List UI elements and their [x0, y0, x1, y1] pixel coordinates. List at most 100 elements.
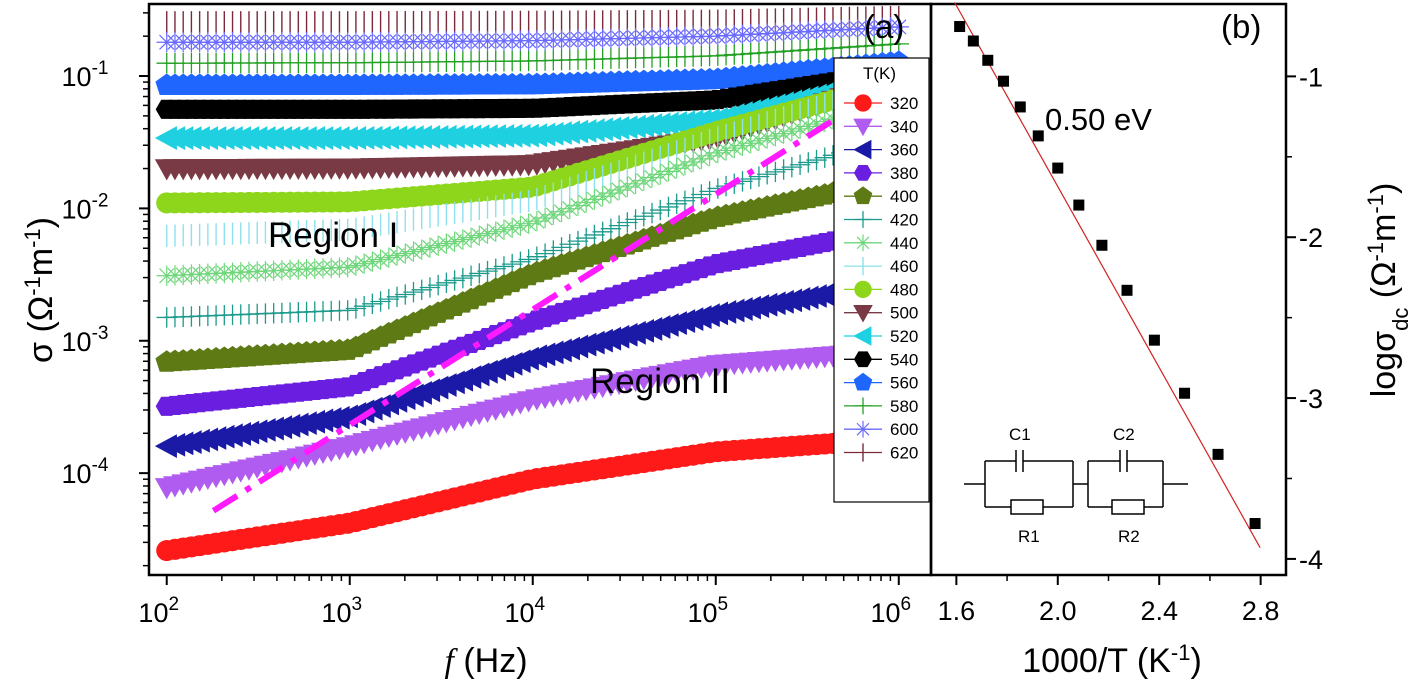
data-point	[469, 263, 490, 284]
legend-item: 320	[844, 94, 918, 113]
data-point	[353, 295, 375, 317]
data-point	[469, 225, 490, 246]
legend-label: 560	[890, 374, 918, 393]
y-tick-label: 10-2	[62, 190, 109, 224]
data-point	[452, 267, 474, 289]
legend-marker	[854, 234, 872, 252]
data-point	[436, 233, 457, 254]
y-tick-label: -4	[1299, 545, 1323, 575]
data-point	[998, 75, 1010, 87]
data-point	[748, 130, 770, 152]
legend-label: 600	[890, 420, 918, 439]
data-point	[781, 120, 803, 142]
data-point	[386, 286, 408, 308]
data-point	[444, 270, 465, 291]
legend-item: 340	[844, 117, 918, 136]
data-point	[789, 118, 811, 139]
legend-item: 400	[844, 186, 918, 206]
data-point	[773, 159, 794, 180]
data-point	[543, 204, 564, 226]
x-tick-label: 104	[504, 594, 545, 628]
data-point	[419, 277, 441, 298]
legend-label: 500	[890, 304, 918, 323]
data-point	[1073, 199, 1085, 211]
legend-item: 600	[844, 420, 918, 439]
y-tick-label: -2	[1299, 223, 1323, 253]
data-point	[1014, 101, 1026, 113]
series-320	[156, 428, 910, 562]
x-tick-label: 2.0	[1039, 596, 1077, 626]
data-point	[567, 195, 589, 216]
data-point	[732, 135, 753, 156]
panel-b-points	[954, 21, 1261, 530]
data-point	[600, 218, 622, 239]
legend-item: 420	[844, 211, 918, 230]
data-point	[666, 193, 687, 215]
legend-label: 440	[890, 234, 918, 253]
data-point	[756, 128, 778, 149]
data-point	[691, 148, 712, 170]
data-point	[403, 281, 424, 303]
data-point	[748, 166, 770, 187]
data-point	[567, 230, 589, 252]
data-point	[707, 142, 729, 164]
data-point	[353, 253, 375, 274]
data-point	[608, 215, 630, 236]
circuit-label-c2: C2	[1113, 425, 1135, 444]
legend-item: 480	[844, 280, 918, 299]
legend-item: 500	[844, 304, 918, 323]
panel-a: 102 103 104 105 106 10-4 10-3 10-2 10-1 T(K) 320…	[20, 2, 933, 680]
panel-a-fit-line	[211, 76, 901, 514]
data-point	[641, 202, 663, 224]
legend-item: 360	[844, 139, 918, 160]
data-point	[592, 221, 613, 243]
x-tick-label: 2.4	[1140, 596, 1178, 626]
legend-item: 580	[844, 397, 918, 416]
activation-energy-label: 0.50 eV	[1045, 102, 1152, 137]
panel-b-ticks: 1.6 2.0 2.4 2.8 -1 -2 -3 -4	[938, 62, 1323, 626]
data-point	[427, 274, 449, 296]
data-point	[345, 298, 367, 319]
circuit-label-c1: C1	[1009, 425, 1031, 444]
y-tick-label: -3	[1299, 384, 1323, 414]
legend-marker	[854, 397, 872, 415]
legend-item: 540	[844, 350, 918, 369]
panel-a-y-axis-title: σ (Ω-1m-1)	[20, 217, 61, 363]
x-tick-label: 102	[138, 594, 179, 628]
series-580	[156, 33, 909, 74]
legend-item: 560	[844, 372, 918, 393]
legend-item: 380	[844, 164, 918, 183]
data-point	[773, 123, 794, 144]
data-point	[674, 190, 696, 211]
data-point	[345, 255, 367, 276]
legend-item: 520	[844, 326, 918, 346]
data-point	[477, 223, 498, 244]
data-point	[1121, 284, 1133, 296]
data-point	[403, 241, 424, 262]
legend-label: 320	[890, 94, 918, 113]
panel-a-legend: T(K) 320 340 360 380 400 420 440 460 480 500 520 54…	[833, 57, 930, 503]
x-tick-label: 105	[687, 594, 728, 628]
y-tick-label: 10-4	[62, 455, 109, 489]
legend-label: 400	[890, 187, 918, 206]
legend-marker	[853, 305, 873, 323]
data-point	[658, 161, 679, 182]
legend-item: 440	[844, 234, 918, 253]
data-point	[411, 239, 432, 260]
data-point	[436, 272, 457, 293]
data-point	[592, 186, 613, 207]
data-point	[378, 288, 400, 310]
panel-b-fit-line	[954, 2, 1261, 548]
legend-marker	[853, 118, 873, 137]
legend-marker	[853, 186, 873, 205]
series-560	[155, 50, 911, 95]
data-point	[789, 154, 811, 175]
data-point	[608, 179, 630, 201]
data-point	[625, 173, 646, 194]
data-point	[493, 219, 515, 240]
data-point	[559, 198, 580, 219]
data-point	[954, 21, 966, 33]
data-point	[682, 187, 704, 208]
legend-marker	[853, 139, 872, 160]
